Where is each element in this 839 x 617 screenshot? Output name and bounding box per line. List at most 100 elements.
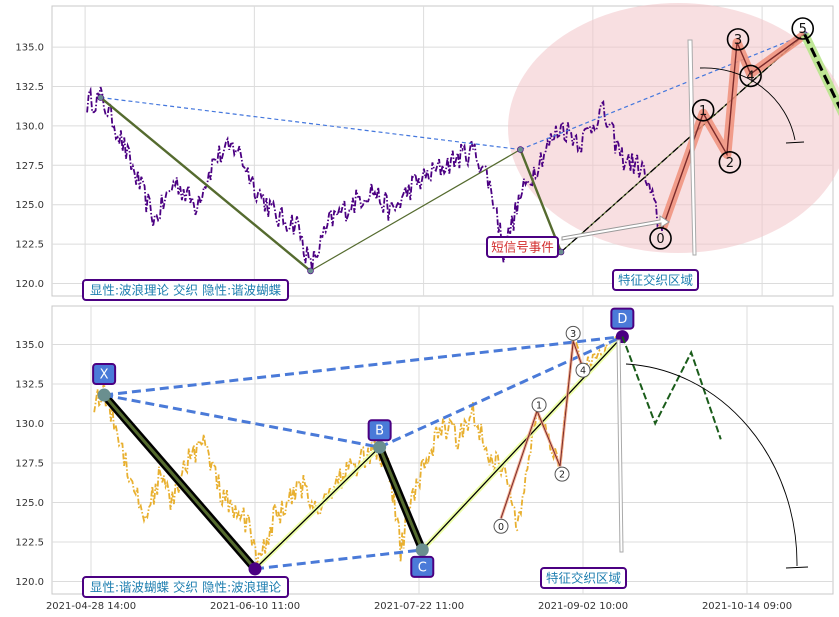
- wave-projection-line: [621, 336, 722, 440]
- wave-label-circle: [531, 397, 547, 413]
- pattern-legend-label-text: 显性:波浪理论 交织 隐性:谐波蝴蝶: [90, 283, 282, 298]
- butterfly-label-text: X: [100, 368, 109, 383]
- wave-label-text: 2: [726, 156, 734, 171]
- y-tick-label: 135.0: [15, 43, 44, 54]
- y-tick-label: 125.0: [15, 200, 44, 211]
- butterfly-point: [373, 440, 387, 454]
- wave-label-0: 0: [493, 518, 509, 534]
- feature-zone-label: 特征交织区域: [540, 567, 627, 589]
- wave-projection-line: [803, 33, 839, 110]
- elliott-wave-line: [500, 341, 584, 519]
- signal-arrow: [561, 215, 670, 241]
- butterfly-point: [415, 543, 429, 557]
- butterfly-label-D: D: [610, 307, 635, 330]
- feature-zone-label-text: 特征交织区域: [546, 571, 621, 586]
- butterfly-bd-link: [520, 33, 805, 151]
- elliott-wave-line: [661, 33, 806, 229]
- wave-label-0: 0: [649, 227, 672, 250]
- wave-label-text: 0: [498, 522, 504, 533]
- butterfly-label-box: [92, 363, 117, 386]
- butterfly-label-B: B: [367, 419, 392, 442]
- y-tick-label: 135.0: [15, 340, 44, 351]
- projection-arc: [625, 363, 798, 567]
- signal-drop-bar: [687, 39, 697, 256]
- y-tick-label: 130.0: [15, 419, 44, 430]
- butterfly-label-box: [610, 307, 635, 330]
- butterfly-dashed-link: [379, 335, 623, 449]
- butterfly-leg: [310, 149, 521, 272]
- butterfly-cd-link: [560, 34, 806, 253]
- wave-label-circle: [554, 466, 570, 482]
- signal-drop-bar: [616, 339, 624, 553]
- wave-label-text: 3: [734, 33, 742, 48]
- butterfly-point: [97, 388, 111, 402]
- wave-label-circle: [575, 362, 591, 378]
- wave-label-3: 3: [726, 28, 750, 51]
- wave-label-circle: [791, 17, 815, 40]
- pattern-legend-label-text: 显性:谐波蝴蝶 交织 隐性:波浪理论: [90, 580, 282, 595]
- feature-zone-label: 特征交织区域: [612, 269, 699, 291]
- y-tick-label: 127.5: [15, 161, 44, 172]
- butterfly-leg-thin: [254, 446, 381, 570]
- wave-label-circle: [691, 98, 715, 122]
- y-tick-label: 122.5: [15, 240, 44, 251]
- butterfly-leg: [99, 96, 312, 272]
- x-tick-label: 2021-10-14 09:00: [702, 601, 792, 612]
- wave-label-4: 4: [575, 362, 591, 378]
- wave-label-text: 2: [559, 470, 565, 481]
- butterfly-leg: [519, 149, 563, 253]
- pattern-legend-label: 显性:波浪理论 交织 隐性:谐波蝴蝶: [82, 279, 289, 301]
- projection-arc: [699, 67, 796, 141]
- short-signal-label-text: 短信号事件: [491, 240, 554, 255]
- y-tick-label: 122.5: [15, 538, 44, 549]
- wave-label-circle: [739, 64, 762, 88]
- butterfly-point: [248, 562, 262, 576]
- price-series-line-tail: [516, 330, 624, 522]
- butterfly-point: [517, 146, 524, 153]
- chart-panel-1: 120.0 122.5 125.0 127.5 130.0 132.5 135.0 0 1 2 3 4…: [15, 305, 834, 598]
- feature-zone-label-text: 特征交织区域: [618, 273, 693, 288]
- wave-label-2: 2: [718, 150, 742, 174]
- butterfly-label-C: C: [410, 555, 435, 578]
- price-series-line: [86, 86, 664, 272]
- wave-label-text: 3: [570, 329, 576, 340]
- y-tick-label: 120.0: [15, 577, 44, 588]
- wave-label-circle: [718, 150, 742, 174]
- wave-label-circle: [726, 28, 750, 51]
- butterfly-label-text: B: [375, 424, 384, 439]
- x-tick-label: 2021-06-10 11:00: [210, 601, 300, 612]
- butterfly-label-box: [410, 555, 435, 578]
- butterfly-label-box: [367, 419, 392, 442]
- butterfly-dashed-link: [103, 335, 623, 397]
- y-tick-label: 132.5: [15, 380, 44, 391]
- pattern-legend-label-frame: [82, 576, 289, 598]
- wave-label-4: 4: [739, 64, 762, 88]
- projection-arc-end: [785, 566, 809, 569]
- butterfly-label-text: D: [617, 312, 627, 327]
- price-series-line: [93, 382, 519, 570]
- wave-label-circle: [649, 227, 672, 250]
- wave-label-circle: [565, 325, 581, 341]
- short-signal-label: 短信号事件: [486, 236, 559, 258]
- y-tick-label: 127.5: [15, 459, 44, 470]
- feature-zone-label-frame: [540, 567, 627, 589]
- wave-label-text: 5: [799, 22, 807, 37]
- butterfly-dashed-link: [254, 548, 423, 571]
- wave-label-1: 1: [531, 397, 547, 413]
- x-tick-label: 2021-04-28 14:00: [46, 601, 136, 612]
- y-tick-label: 125.0: [15, 498, 44, 509]
- x-tick-label: 2021-09-02 10:00: [538, 601, 628, 612]
- wave-label-3: 3: [565, 325, 581, 341]
- x-tick-label: 2021-07-22 11:00: [374, 601, 464, 612]
- y-tick-label: 130.0: [15, 121, 44, 132]
- pattern-legend-label: 显性:谐波蝴蝶 交织 隐性:波浪理论: [82, 576, 289, 598]
- butterfly-xb-link: [100, 96, 521, 151]
- butterfly-dashed-link: [103, 393, 380, 449]
- butterfly-label-X: X: [92, 363, 117, 386]
- wave-label-5: 5: [791, 17, 815, 40]
- butterfly-leg-inner: [378, 446, 424, 551]
- wave-label-text: 0: [656, 232, 664, 247]
- plot-area: [51, 305, 834, 595]
- butterfly-point: [97, 94, 104, 101]
